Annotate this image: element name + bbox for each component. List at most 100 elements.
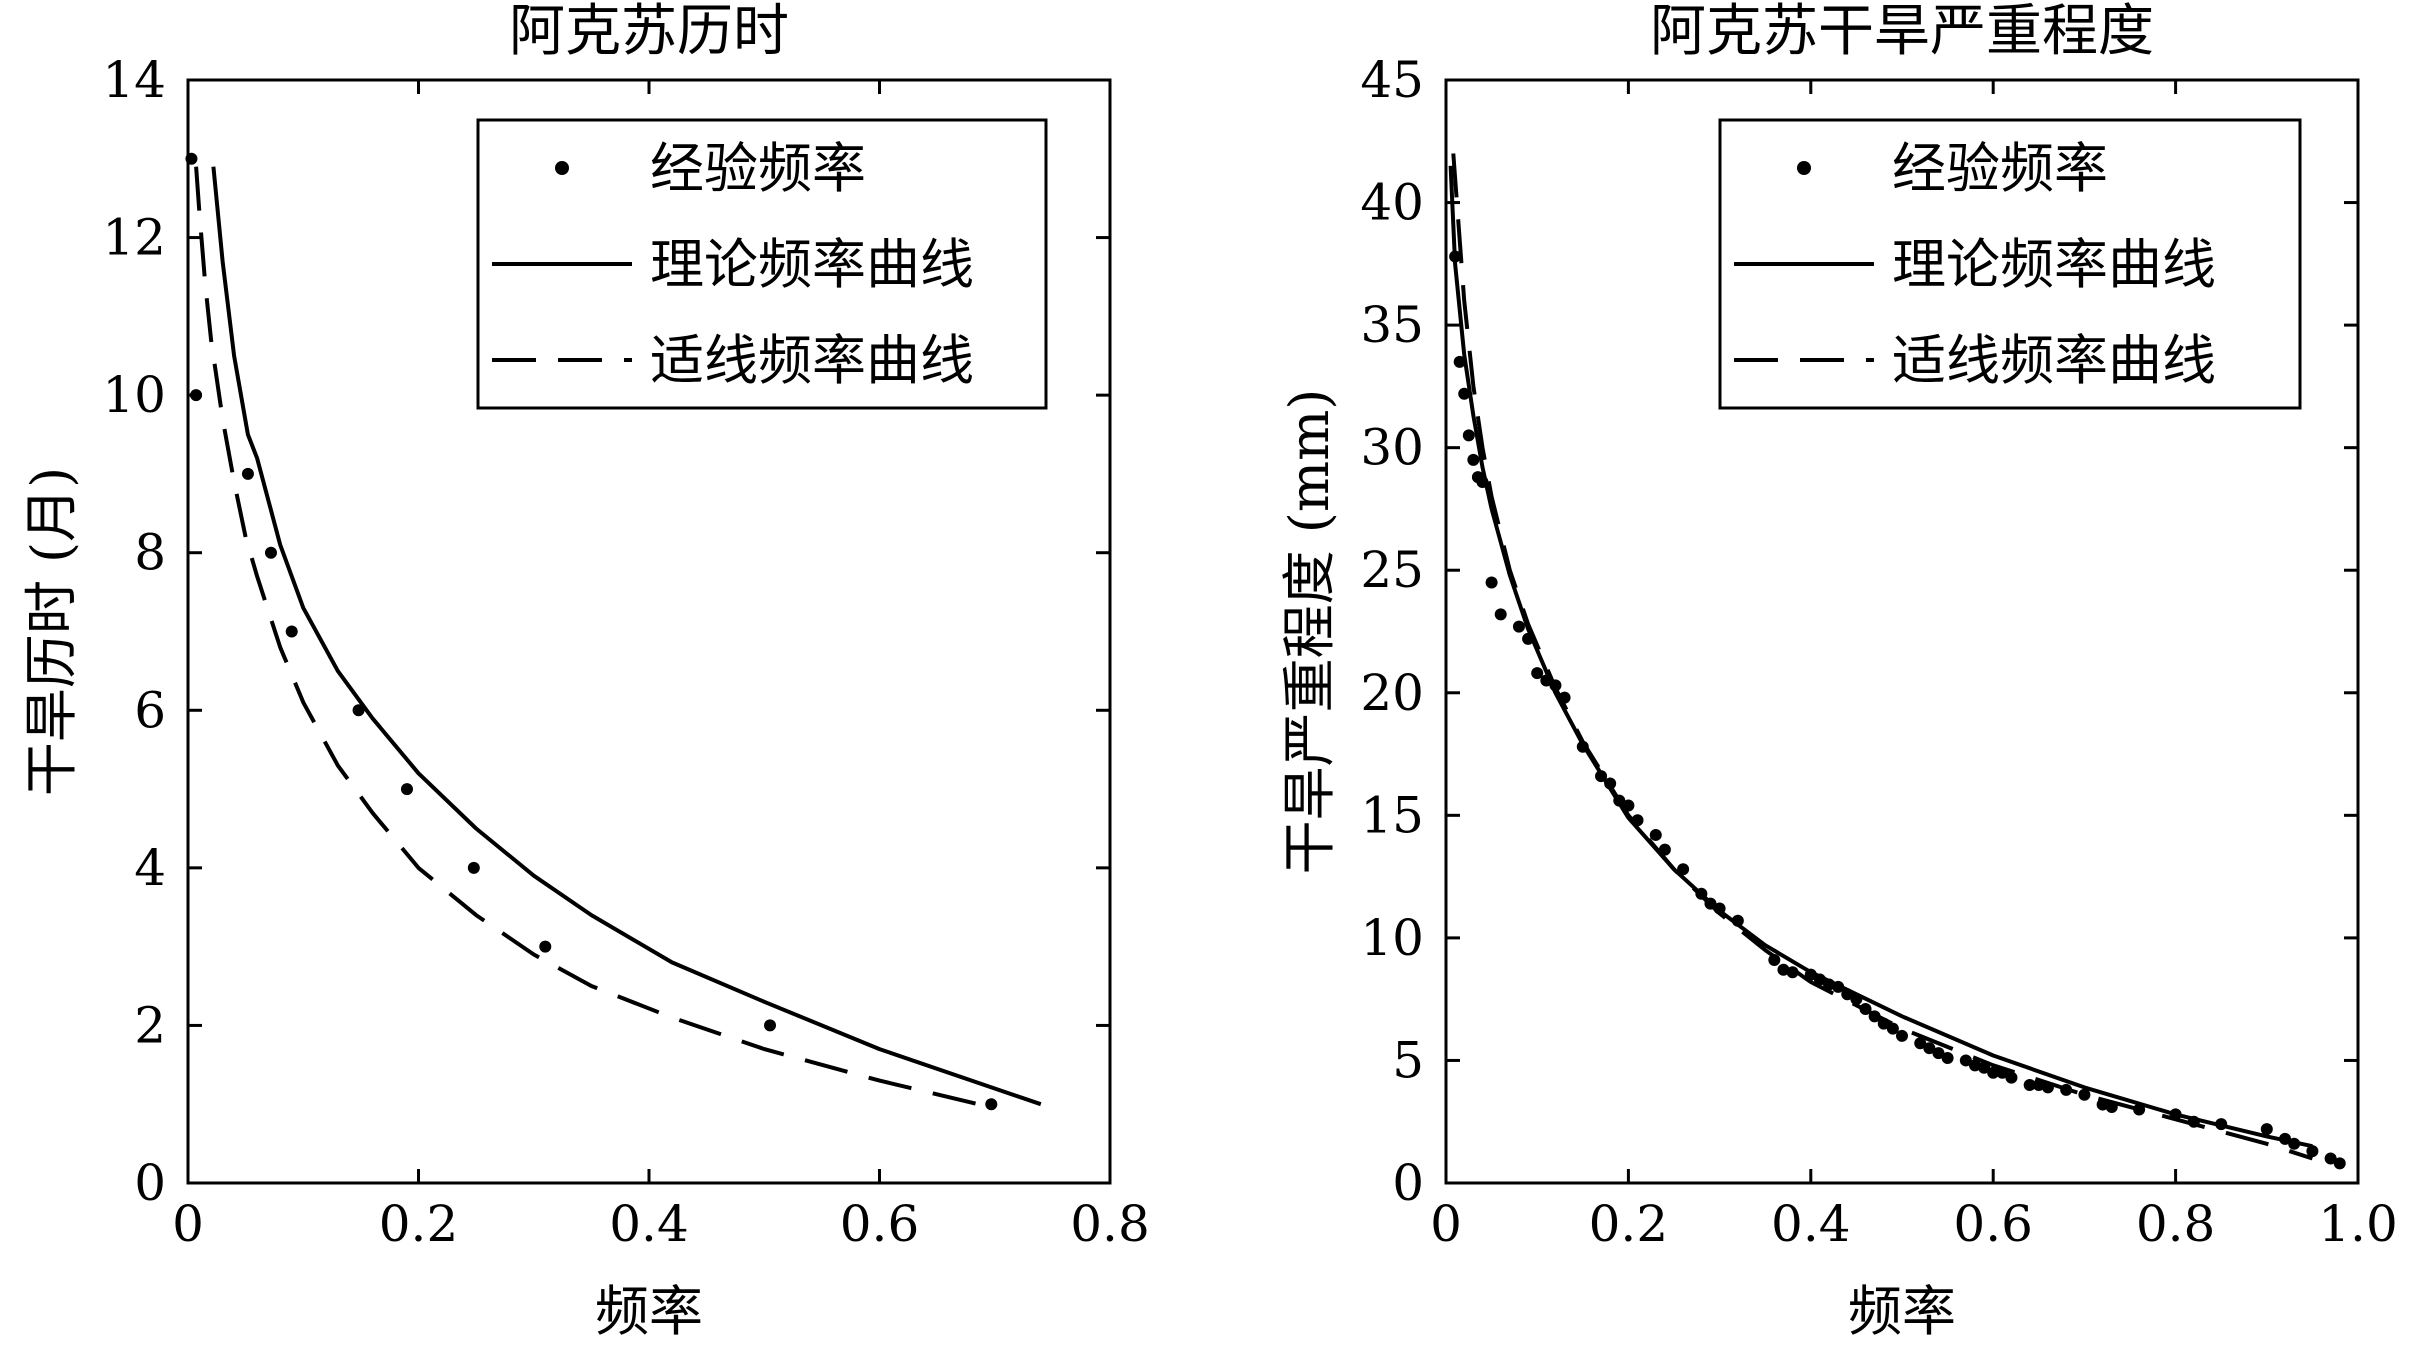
data-point (400, 783, 413, 796)
y-tick-label: 45 (1360, 51, 1424, 109)
y-tick-label: 0 (134, 1154, 166, 1212)
data-point (1531, 667, 1544, 680)
x-tick-label: 0.8 (2136, 1195, 2216, 1253)
x-tick-label: 0.6 (840, 1195, 920, 1253)
x-tick-label: 1.0 (2318, 1195, 2398, 1253)
data-point (1485, 576, 1498, 589)
legend-item: 适线频率曲线 (1734, 329, 2216, 392)
y-tick-label: 4 (134, 839, 166, 897)
data-point (185, 152, 198, 165)
data-point (1941, 1051, 1954, 1064)
chart-drought-severity: 阿克苏干旱严重程度 0 0.2 0.4 0.6 0.8 1.0 0 5 10 15 20 25 30 35 4… (1278, 0, 2398, 1343)
y-tick-label: 8 (134, 524, 166, 582)
data-point (1512, 620, 1525, 633)
data-point (2023, 1078, 2036, 1091)
data-point (2078, 1088, 2091, 1101)
y-tick-label: 30 (1360, 419, 1424, 477)
y-tick-label: 10 (1360, 909, 1424, 967)
data-point (1923, 1042, 1936, 1055)
data-point (1886, 1022, 1899, 1035)
x-tick-label: 0.2 (379, 1195, 459, 1253)
chart-title: 阿克苏历时 (509, 0, 789, 64)
series-theoretical-curve (211, 166, 1042, 1107)
y-tick-label: 0 (1392, 1154, 1424, 1212)
theoretical-line (211, 166, 1042, 1107)
data-point (1458, 387, 1471, 400)
data-point (1914, 1037, 1927, 1050)
fitted-line (1451, 153, 2314, 1161)
x-tick-label: 0.8 (1070, 1195, 1150, 1253)
y-axis-label: 干旱严重程度 (mm) (1278, 389, 1341, 875)
x-tick-label: 0.2 (1589, 1195, 1669, 1253)
data-point (539, 940, 552, 953)
y-tick-label: 14 (102, 51, 166, 109)
legend-label: 理论频率曲线 (650, 233, 974, 296)
legend-marker-dot (1797, 161, 1811, 175)
data-point (1462, 429, 1475, 442)
chart-drought-duration: 阿克苏历时 0 0.2 0.4 0.6 0.8 0 2 4 6 8 10 12 14 频率 干旱历时 (月) 经… (20, 0, 1150, 1343)
y-tick-label: 5 (1392, 1031, 1424, 1089)
data-point (2260, 1123, 2273, 1136)
data-point (1896, 1029, 1908, 1042)
plot-frame (1444, 78, 2360, 1185)
legend-label: 经验频率 (1892, 137, 2108, 200)
legend-item: 理论频率曲线 (492, 233, 974, 296)
data-point (1932, 1047, 1945, 1060)
data-point (1467, 453, 1480, 466)
y-tick-label: 12 (102, 209, 166, 267)
data-point (190, 389, 203, 402)
x-tick-label: 0.4 (1771, 1195, 1851, 1253)
legend-item: 经验频率 (555, 137, 866, 200)
legend-item: 适线频率曲线 (492, 329, 974, 392)
y-tick-label: 10 (102, 366, 166, 424)
data-point (352, 704, 365, 717)
y-axis-label: 干旱历时 (月) (20, 467, 83, 796)
y-tick-label: 20 (1360, 664, 1424, 722)
data-point (1649, 828, 1662, 841)
data-point (1494, 608, 1507, 621)
y-tick-label: 35 (1360, 296, 1424, 354)
data-point (264, 546, 277, 559)
legend-marker-dot (555, 161, 569, 175)
chart-title: 阿克苏干旱严重程度 (1650, 0, 2154, 64)
x-tick-label: 0.4 (609, 1195, 689, 1253)
x-axis-label: 频率 (1848, 1280, 1956, 1343)
legend-label: 理论频率曲线 (1892, 233, 2216, 296)
data-point (2005, 1071, 2018, 1084)
data-point (467, 861, 480, 874)
legend-label: 适线频率曲线 (1892, 329, 2216, 392)
data-point (1777, 963, 1790, 976)
series-fitted-curve (194, 166, 996, 1111)
legend-item: 理论频率曲线 (1734, 233, 2216, 296)
x-axis-label: 频率 (595, 1280, 703, 1343)
legend-label: 适线频率曲线 (650, 329, 974, 392)
data-point (241, 467, 254, 480)
y-tick-label: 40 (1360, 174, 1424, 232)
x-tick-label: 0 (1430, 1195, 1462, 1253)
data-point (1786, 966, 1799, 979)
data-point (1968, 1059, 1981, 1072)
data-point (1987, 1066, 2000, 1079)
y-tick-label: 15 (1360, 786, 1424, 844)
legend-item: 经验频率 (1797, 137, 2108, 200)
x-tick-label: 0.6 (1953, 1195, 2033, 1253)
data-point (2324, 1152, 2337, 1165)
series-empirical-points (185, 152, 998, 1111)
data-point (1453, 355, 1466, 368)
series-fitted-curve (1451, 153, 2314, 1161)
data-point (2306, 1145, 2319, 1158)
x-tick-label: 0 (172, 1195, 204, 1253)
y-tick-label: 25 (1360, 541, 1424, 599)
y-tick-label: 2 (134, 996, 166, 1054)
data-point (2333, 1157, 2346, 1170)
data-point (764, 1019, 777, 1032)
data-point (285, 625, 298, 638)
data-point (1959, 1054, 1972, 1067)
fitted-line (194, 166, 996, 1111)
y-tick-label: 6 (134, 681, 166, 739)
legend-label: 经验频率 (650, 137, 866, 200)
